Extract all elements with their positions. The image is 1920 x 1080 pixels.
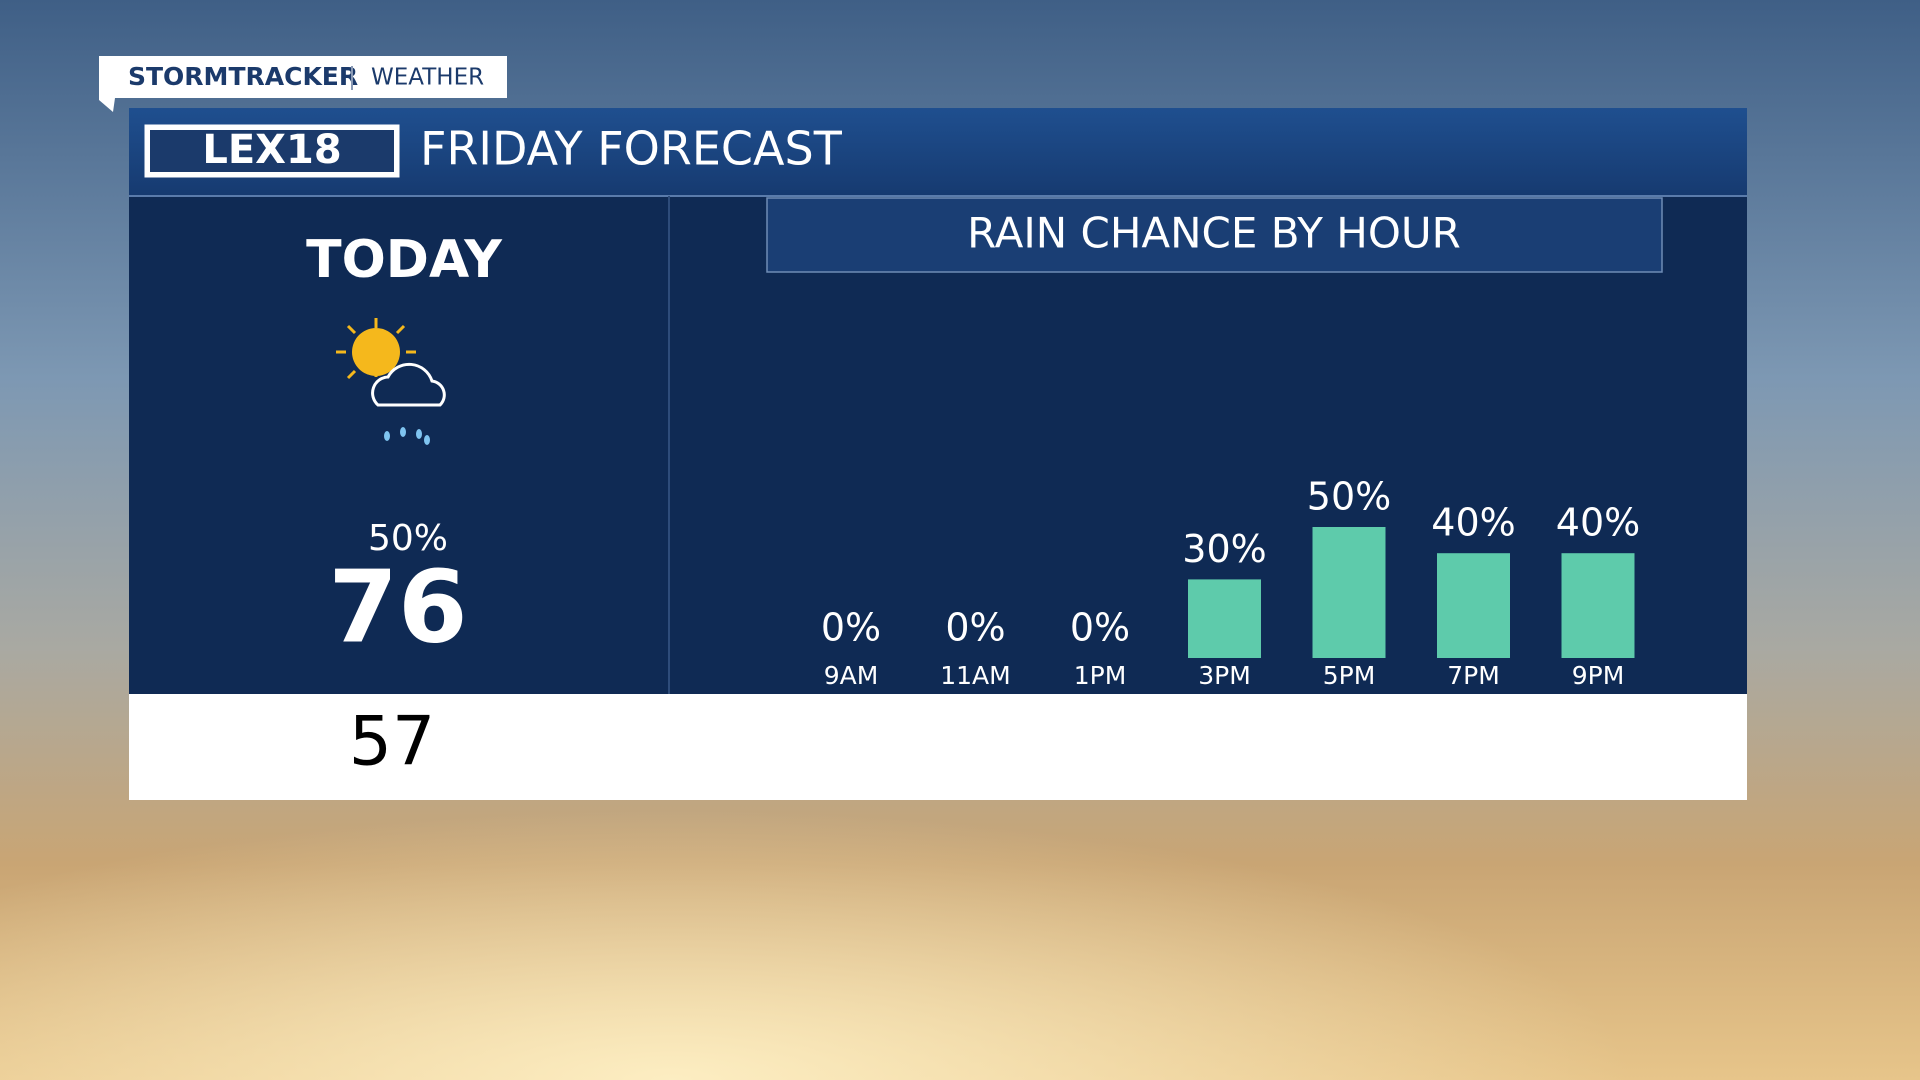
x-tick-label: 11AM xyxy=(940,661,1010,690)
today-precip: 50% xyxy=(368,518,448,559)
bar xyxy=(1561,553,1635,658)
today-low: 57 xyxy=(349,703,436,782)
x-tick-label: 3PM xyxy=(1198,661,1251,690)
chart-title-box xyxy=(766,197,1663,273)
header-title: FRIDAY FORECAST xyxy=(420,122,843,176)
logo: LEX18 xyxy=(202,127,341,173)
value-label: 30% xyxy=(1182,527,1266,571)
value-label: 40% xyxy=(1556,501,1640,545)
today-high: 76 xyxy=(328,548,467,665)
x-tick-label: 7PM xyxy=(1447,661,1500,690)
bar xyxy=(1188,579,1261,658)
brand-section: WEATHER xyxy=(371,65,484,91)
today-label: TODAY xyxy=(306,230,503,290)
x-tick-label: 9PM xyxy=(1572,661,1625,690)
value-label: 0% xyxy=(1070,606,1130,650)
brand-name: STORMTRACKER xyxy=(128,62,358,91)
x-tick-label: 1PM xyxy=(1074,661,1127,690)
low-strip xyxy=(129,694,1747,800)
value-label: 0% xyxy=(945,606,1005,650)
value-label: 40% xyxy=(1431,501,1515,545)
logo-inner xyxy=(150,130,394,172)
chart-title: RAIN CHANCE BY HOUR xyxy=(967,209,1461,258)
weather-icon xyxy=(336,318,446,445)
x-tick-label: 9AM xyxy=(824,661,879,690)
bar xyxy=(1437,553,1510,658)
value-label: 50% xyxy=(1307,475,1391,519)
bar xyxy=(1312,527,1386,658)
brand-tab xyxy=(99,56,507,112)
x-tick-label: 5PM xyxy=(1323,661,1376,690)
value-label: 0% xyxy=(821,606,881,650)
